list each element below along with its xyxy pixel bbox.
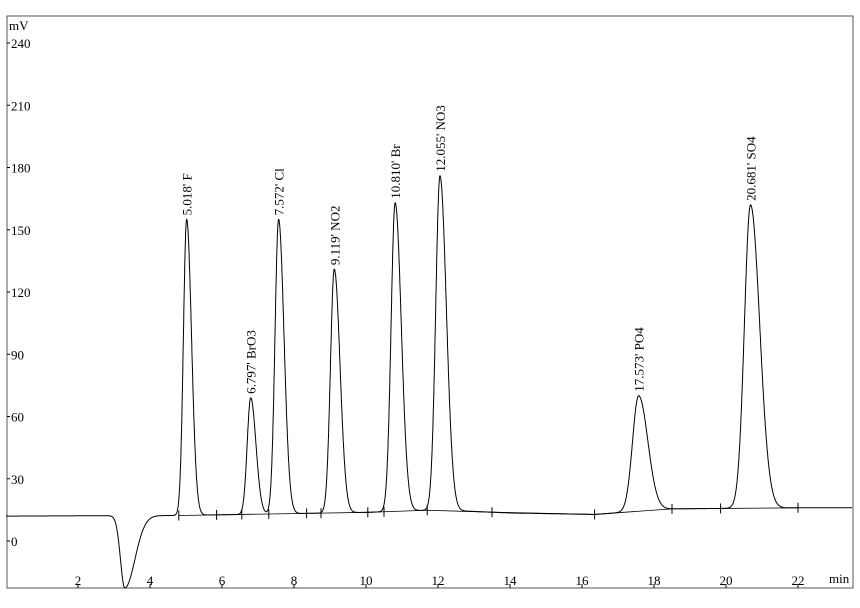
x-axis-label: min [829, 571, 850, 586]
x-tick-label: 18 [648, 573, 661, 588]
peak-label: 10.810' Br [388, 144, 403, 199]
x-tick-label: 16 [576, 573, 590, 588]
x-tick-label: 4 [147, 573, 154, 588]
plot-frame [6, 15, 854, 589]
y-axis-label: mV [9, 18, 29, 33]
x-tick-label: 2 [75, 573, 82, 588]
y-tick-label: 210 [11, 98, 31, 113]
peak-label: 5.018' F [180, 173, 195, 215]
x-tick-label: 20 [720, 573, 733, 588]
y-tick-label: 60 [11, 410, 24, 425]
y-tick-label: 240 [11, 36, 31, 51]
peak-label: 12.055' NO3 [433, 105, 448, 172]
peak-label: 20.681' SO4 [744, 136, 759, 201]
y-tick-label: 30 [11, 472, 24, 487]
y-tick-label: 0 [11, 534, 18, 549]
x-tick-label: 6 [219, 573, 226, 588]
y-tick-label: 180 [11, 161, 31, 176]
x-tick-label: 14 [504, 573, 518, 588]
x-tick-label: 22 [792, 573, 805, 588]
x-tick-label: 8 [291, 573, 298, 588]
y-tick-label: 90 [11, 347, 24, 362]
peak-label: 6.797' BrO3 [244, 330, 259, 394]
peak-label: 7.572' Cl [272, 168, 287, 216]
x-tick-label: 10 [360, 573, 373, 588]
peak-label: 9.119' NO2 [327, 206, 342, 266]
peak-label: 17.573' PO4 [632, 327, 647, 392]
y-tick-label: 150 [11, 223, 31, 238]
signal-trace [6, 175, 852, 589]
x-tick-label: 12 [432, 573, 445, 588]
y-tick-label: 120 [11, 285, 31, 300]
